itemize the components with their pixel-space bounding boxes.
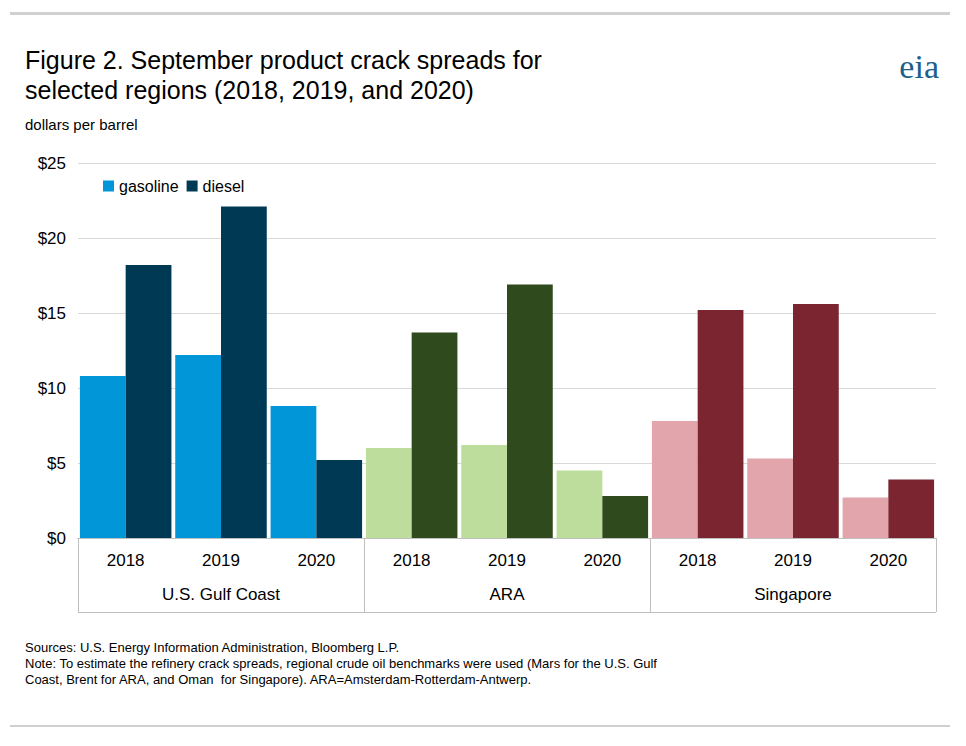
svg-text:$10: $10 — [38, 379, 66, 398]
svg-text:eia: eia — [899, 48, 939, 85]
svg-text:2020: 2020 — [297, 551, 335, 570]
svg-text:Coast, Brent for ARA, and Oman: Coast, Brent for ARA, and Oman for Singa… — [25, 672, 531, 687]
svg-text:2019: 2019 — [774, 551, 812, 570]
svg-text:diesel: diesel — [203, 178, 245, 195]
svg-text:ARA: ARA — [490, 585, 526, 604]
svg-text:Note: To estimate the refinery: Note: To estimate the refinery crack spr… — [25, 656, 657, 671]
svg-text:$25: $25 — [38, 154, 66, 173]
svg-text:2020: 2020 — [869, 551, 907, 570]
svg-text:2018: 2018 — [107, 551, 145, 570]
svg-text:Singapore: Singapore — [754, 585, 832, 604]
svg-text:2019: 2019 — [202, 551, 240, 570]
svg-text:Sources: U.S. Energy Informati: Sources: U.S. Energy Information Adminis… — [25, 640, 399, 655]
svg-text:$0: $0 — [47, 529, 66, 548]
svg-text:2018: 2018 — [679, 551, 717, 570]
svg-text:$5: $5 — [47, 454, 66, 473]
svg-text:2018: 2018 — [393, 551, 431, 570]
svg-text:Figure 2. September product cr: Figure 2. September product crack spread… — [25, 46, 542, 74]
svg-text:U.S. Gulf Coast: U.S. Gulf Coast — [162, 585, 280, 604]
svg-text:$15: $15 — [38, 304, 66, 323]
svg-text:$20: $20 — [38, 229, 66, 248]
svg-text:selected regions (2018, 2019,: selected regions (2018, 2019, and 2020) — [25, 76, 474, 104]
svg-text:dollars per barrel: dollars per barrel — [25, 116, 138, 133]
svg-text:2019: 2019 — [488, 551, 526, 570]
svg-text:2020: 2020 — [583, 551, 621, 570]
svg-text:gasoline: gasoline — [119, 178, 179, 195]
